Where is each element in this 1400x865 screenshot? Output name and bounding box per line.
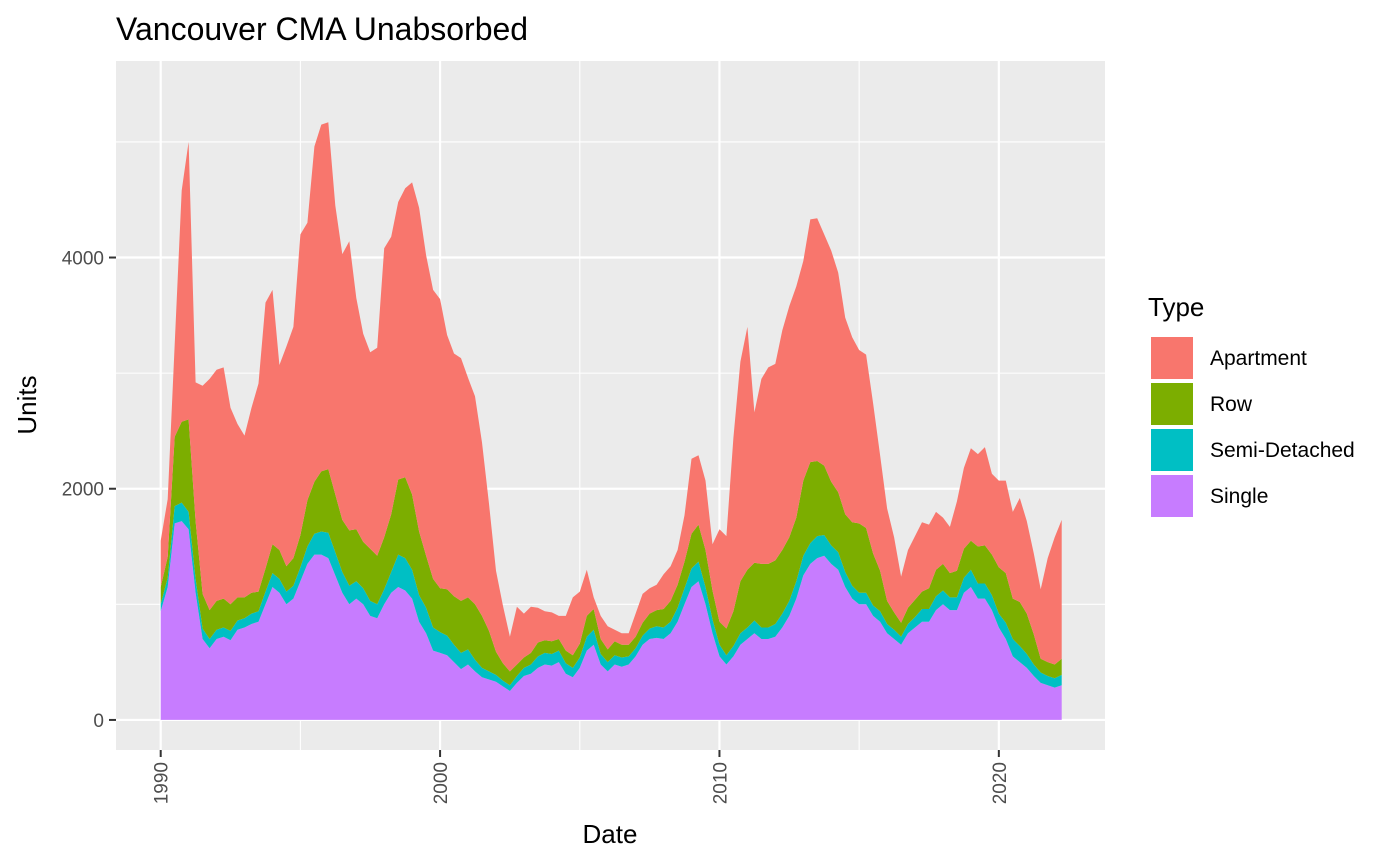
legend-label-apartment: Apartment — [1210, 347, 1307, 370]
legend-label-row: Row — [1210, 393, 1253, 416]
area-row — [160, 419, 1062, 686]
legend-label-semi-detached: Semi-Detached — [1210, 439, 1355, 462]
y-tick-label: 0 — [93, 711, 104, 732]
legend-key-apartment — [1149, 335, 1195, 381]
axes: 0 2000 4000 1990 2000 2010 2020 — [62, 249, 1011, 805]
legend-title: Type — [1148, 292, 1204, 322]
x-tick-label: 1990 — [152, 762, 173, 804]
x-tick-label: 2010 — [710, 762, 731, 804]
y-tick-label: 4000 — [62, 249, 104, 270]
legend-key-semi-detached — [1149, 427, 1195, 473]
area-apartment — [160, 122, 1062, 672]
x-axis-title: Date — [583, 819, 638, 849]
legend: Type Apartment Row Semi-Detached Single — [1148, 292, 1355, 519]
y-axis-title: Units — [12, 375, 42, 434]
x-tick-label: 2000 — [431, 762, 452, 804]
legend-key-row — [1149, 381, 1195, 427]
stacked-areas — [160, 122, 1062, 720]
y-tick-label: 2000 — [62, 480, 104, 501]
legend-label-single: Single — [1210, 485, 1268, 508]
chart-title: Vancouver CMA Unabsorbed — [116, 11, 528, 47]
x-tick-label: 2020 — [990, 762, 1011, 804]
legend-key-single — [1149, 473, 1195, 519]
area-single — [160, 521, 1062, 720]
